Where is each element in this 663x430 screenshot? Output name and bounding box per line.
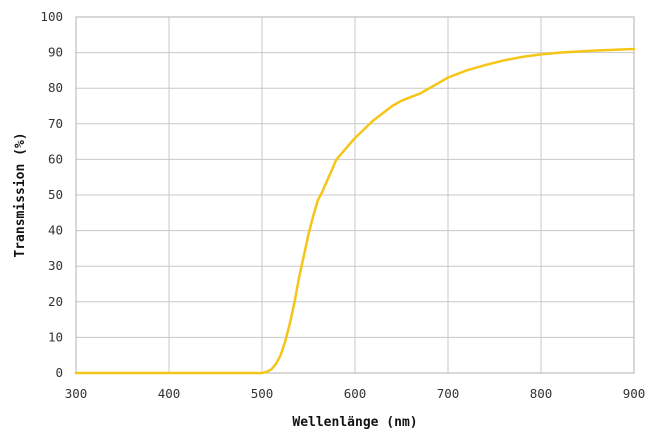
x-axis-ticks: 300 400 500 600 700 800 900 bbox=[65, 386, 646, 401]
y-axis-ticks: 0 10 20 30 40 50 60 70 80 90 100 bbox=[40, 9, 63, 380]
y-tick-label: 50 bbox=[48, 187, 63, 202]
plot-area-frame bbox=[75, 16, 635, 374]
x-tick-label: 600 bbox=[344, 386, 367, 401]
y-tick-label: 30 bbox=[48, 258, 63, 273]
y-tick-label: 10 bbox=[48, 329, 63, 344]
y-tick-label: 0 bbox=[55, 365, 63, 380]
y-tick-label: 90 bbox=[48, 45, 63, 60]
y-tick-label: 20 bbox=[48, 294, 63, 309]
y-tick-label: 60 bbox=[48, 151, 63, 166]
series-line-transmission bbox=[74, 47, 636, 375]
y-axis-title: Transmission (%) bbox=[13, 132, 28, 257]
x-tick-label: 400 bbox=[158, 386, 181, 401]
x-tick-label: 900 bbox=[623, 386, 646, 401]
y-tick-label: 40 bbox=[48, 223, 63, 238]
x-tick-label: 500 bbox=[251, 386, 274, 401]
y-tick-label: 80 bbox=[48, 80, 63, 95]
chart-grid bbox=[75, 16, 635, 374]
x-tick-label: 800 bbox=[530, 386, 553, 401]
x-tick-label: 300 bbox=[65, 386, 88, 401]
x-tick-label: 700 bbox=[437, 386, 460, 401]
x-axis-title: Wellenlänge (nm) bbox=[292, 415, 417, 430]
y-tick-label: 70 bbox=[48, 116, 63, 131]
y-tick-label: 100 bbox=[40, 9, 63, 24]
